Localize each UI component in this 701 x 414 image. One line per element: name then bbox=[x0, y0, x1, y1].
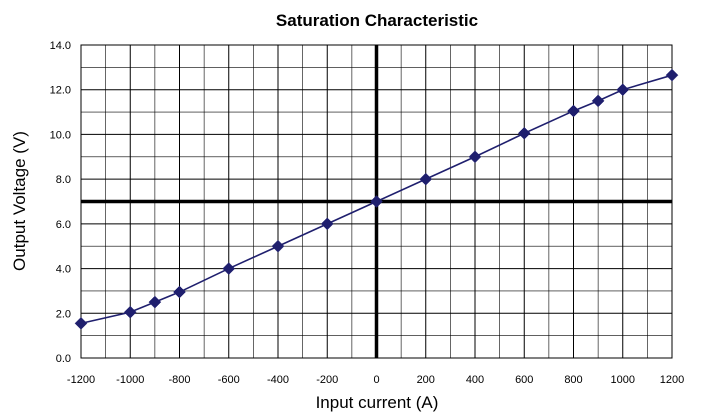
x-axis-label: Input current (A) bbox=[316, 393, 439, 412]
x-tick-label: -800 bbox=[168, 374, 190, 386]
x-tick-label: 800 bbox=[564, 374, 582, 386]
x-tick-label: -600 bbox=[218, 374, 240, 386]
data-point bbox=[468, 150, 482, 164]
data-point bbox=[591, 94, 605, 108]
x-tick-label: 1200 bbox=[660, 374, 684, 386]
x-tick-label: 600 bbox=[515, 374, 533, 386]
data-point bbox=[123, 305, 137, 319]
y-tick-label: 6.0 bbox=[56, 219, 71, 231]
series bbox=[74, 68, 679, 330]
y-tick-label: 12.0 bbox=[50, 85, 71, 97]
x-tick-label: 200 bbox=[417, 374, 435, 386]
y-tick-label: 14.0 bbox=[50, 40, 71, 52]
x-tick-label: 400 bbox=[466, 374, 484, 386]
x-tick-label: -200 bbox=[316, 374, 338, 386]
data-point bbox=[665, 68, 679, 82]
y-tick-label: 10.0 bbox=[50, 129, 71, 141]
x-tick-label: 1000 bbox=[611, 374, 635, 386]
x-tick-label: 0 bbox=[373, 374, 379, 386]
x-tick-label: -1200 bbox=[67, 374, 95, 386]
y-tick-label: 8.0 bbox=[56, 174, 71, 186]
data-point bbox=[370, 195, 383, 208]
chart-title: Saturation Characteristic bbox=[276, 11, 478, 30]
data-point bbox=[271, 239, 285, 253]
data-point bbox=[616, 83, 630, 97]
x-tick-label: -1000 bbox=[116, 374, 144, 386]
y-tick-label: 2.0 bbox=[56, 308, 71, 320]
y-tick-label: 0.0 bbox=[56, 353, 71, 365]
data-point bbox=[74, 316, 88, 330]
data-point bbox=[222, 262, 236, 275]
y-axis-label: Output Voltage (V) bbox=[10, 131, 29, 271]
tick-labels: 0.0 2.0 4.0 6.0 8.0 10.0 12.0 14.0 -1200 -1000 -80… bbox=[50, 40, 685, 386]
data-point bbox=[517, 126, 531, 140]
data-point bbox=[148, 295, 162, 309]
data-point bbox=[320, 217, 334, 231]
y-tick-label: 4.0 bbox=[56, 264, 71, 276]
data-point bbox=[419, 172, 433, 186]
data-point bbox=[567, 104, 580, 118]
x-tick-label: -400 bbox=[267, 374, 289, 386]
data-point bbox=[173, 285, 186, 299]
